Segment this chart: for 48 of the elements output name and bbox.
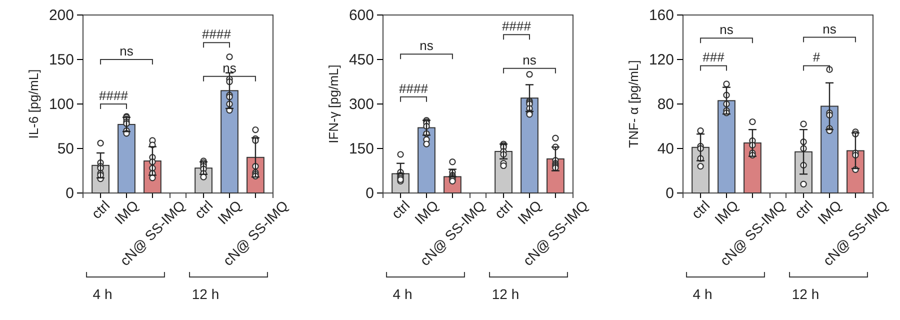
annotation: #### [202,26,232,42]
y-tick-label: 150 [348,140,374,158]
y-tick-label: 0 [366,184,374,202]
annotation: #### [399,80,429,96]
y-tick-label: 0 [666,184,674,202]
annotation: ns [720,22,734,38]
y-tick-label: 600 [348,6,374,24]
y-axis-title: IL-6 [pg/mL] [26,69,41,139]
x-tick-label: IMQ [214,197,245,228]
y-tick-label: 100 [48,96,74,113]
y-tick-label: 40 [657,140,674,158]
y-tick-label: 450 [348,51,374,68]
x-axis-title: 12 h [792,286,820,302]
x-tick-label: IMQ [814,197,845,228]
x-axis-title: 4 h [92,286,112,302]
y-axis-title: TNF- α [pg/mL] [626,60,641,148]
x-axis-title: 4 h [392,286,412,302]
x-tick-label: ctrl [791,197,816,222]
annotation: ns [420,38,434,54]
y-tick-label: 200 [48,6,74,24]
annotation: ns [822,21,837,36]
x-axis-title: 4 h [692,286,712,302]
annotation: ns [522,52,537,68]
annotation: #### [99,88,129,103]
y-tick-label: 50 [57,140,74,158]
y-tick-label: 300 [348,96,374,113]
x-tick-label: IMQ [711,197,742,228]
x-tick-label: ctrl [191,197,216,222]
x-axis-title: 12 h [192,286,220,302]
x-tick-label: IMQ [111,197,142,228]
annotation: #### [502,18,532,34]
y-tick-label: 120 [648,51,674,68]
y-tick-label: 80 [657,96,674,113]
annotation: ns [120,44,134,58]
x-tick-label: IMQ [411,197,442,228]
x-tick-label: ctrl [88,197,113,222]
y-axis-title: IFN-γ [pg/mL] [326,64,341,144]
y-tick-label: 0 [66,184,74,202]
x-tick-label: IMQ [514,197,545,228]
annotation: ### [702,50,726,65]
x-tick-label: ctrl [688,197,713,222]
annotation: ns [222,60,237,76]
y-tick-label: 160 [648,6,674,24]
x-axis-title: 12 h [492,286,520,302]
y-tick-label: 150 [48,51,74,68]
annotation: # [812,50,821,65]
x-tick-label: ctrl [491,197,516,222]
x-tick-label: ctrl [388,197,413,222]
